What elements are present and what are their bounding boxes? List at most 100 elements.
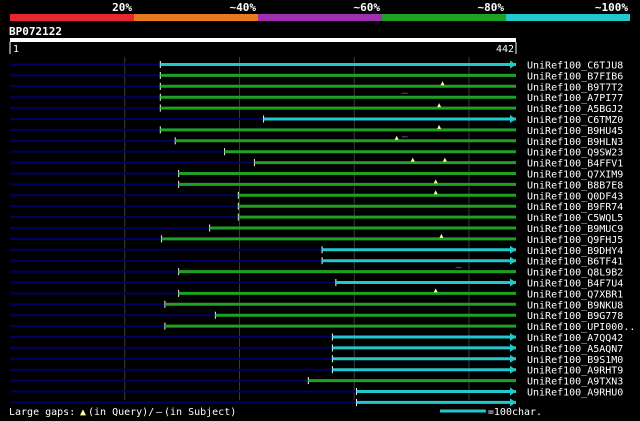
- hit-label[interactable]: UniRef100_A9TXN3: [527, 377, 623, 388]
- hit-label[interactable]: UniRef100_B9S1M0: [527, 355, 623, 366]
- hit-label[interactable]: UniRef100_Q7XIM9: [527, 170, 623, 181]
- hit-label[interactable]: UniRef100_Q9FHJ5: [527, 235, 623, 246]
- hit-arrow: [510, 278, 516, 287]
- hit-arrow: [510, 60, 516, 69]
- hit-arrow: [510, 343, 516, 352]
- hit-row[interactable]: UniRef100_A5AQN7: [10, 343, 623, 355]
- hit-label[interactable]: UniRef100_Q8L9B2: [527, 268, 623, 279]
- legend-label-2: ~60%: [354, 1, 381, 14]
- subject-gap-legend-icon: –: [156, 407, 163, 418]
- hit-label[interactable]: UniRef100_B7FIB6: [527, 71, 623, 82]
- query-end-label: 442: [496, 44, 514, 55]
- hit-label[interactable]: UniRef100_C6TJU8: [527, 61, 623, 72]
- hit-row[interactable]: UniRef100_A7PI77: [10, 92, 623, 104]
- query-gap-marker: [439, 233, 444, 238]
- hit-label[interactable]: UniRef100_B9G778: [527, 311, 623, 322]
- legend-color-1: [134, 14, 258, 21]
- hit-row[interactable]: UniRef100_Q8L9B2: [10, 267, 623, 279]
- hit-label[interactable]: UniRef100_A5BGJ2: [527, 104, 623, 115]
- hit-row[interactable]: UniRef100_A9RHT9: [10, 365, 623, 377]
- hit-row[interactable]: UniRef100_B9T7T2: [10, 81, 623, 93]
- hit-row[interactable]: UniRef100_UPI000..: [10, 322, 635, 333]
- hit-arrow: [510, 398, 516, 407]
- hit-row[interactable]: UniRef100_B9FR74: [10, 202, 623, 213]
- query-ruler: 1 442: [9, 38, 517, 55]
- hit-row[interactable]: UniRef100_C5WQL5: [10, 213, 623, 224]
- identity-color-legend: 20% ~40% ~60% ~80% ~100%: [10, 1, 630, 21]
- subject-gap-legend-text: (in Subject): [164, 407, 236, 418]
- legend-color-4: [506, 14, 630, 21]
- hit-row[interactable]: UniRef100_B9S1M0: [10, 354, 623, 366]
- hit-row[interactable]: UniRef100_C6TMZ0: [10, 115, 623, 126]
- hit-label[interactable]: UniRef100_A7QQ42: [527, 333, 623, 344]
- query-gap-legend-text: (in Query)/: [88, 407, 154, 418]
- query-gap-marker: [394, 135, 399, 140]
- hit-label[interactable]: UniRef100_B4FFV1: [527, 159, 623, 170]
- hit-label[interactable]: UniRef100_B9DHY4: [527, 246, 623, 257]
- hit-label[interactable]: UniRef100_Q7XBR1: [527, 289, 623, 300]
- hit-row[interactable]: UniRef100_B9G778: [10, 311, 623, 322]
- hit-row[interactable]: UniRef100_A7QQ42: [10, 333, 623, 344]
- hit-arrow: [510, 333, 516, 341]
- query-gap-marker: [410, 157, 415, 162]
- hit-row[interactable]: UniRef100_B4F7U4: [10, 278, 623, 290]
- legend-color-2: [258, 14, 382, 21]
- hit-row[interactable]: UniRef100_B4FFV1: [10, 157, 623, 170]
- hit-label[interactable]: UniRef100_A9RHT9: [527, 366, 623, 377]
- hit-row[interactable]: UniRef100_B9NKU8: [10, 300, 623, 311]
- hit-row[interactable]: UniRef100_A9RHU0: [10, 387, 623, 399]
- hit-label[interactable]: UniRef100_A5AQN7: [527, 344, 623, 355]
- legend-label-0: 20%: [112, 1, 132, 14]
- query-bar: [10, 38, 516, 42]
- query-gap-marker: [437, 124, 442, 129]
- legend-label-3: ~80%: [478, 1, 505, 14]
- hit-label[interactable]: UniRef100_UPI000..: [527, 322, 635, 333]
- hit-row[interactable]: UniRef100_B7FIB6: [10, 71, 623, 82]
- hit-arrow: [510, 245, 516, 254]
- hit-row[interactable]: [10, 398, 516, 407]
- hit-row[interactable]: UniRef100_B9MUC9: [10, 224, 623, 235]
- hit-label[interactable]: UniRef100_B6TF41: [527, 257, 623, 268]
- legend-color-0: [10, 14, 134, 21]
- hit-label[interactable]: UniRef100_B9FR74: [527, 202, 623, 213]
- hit-row[interactable]: UniRef100_Q7XBR1: [10, 288, 623, 300]
- hit-arrow: [510, 387, 516, 396]
- hit-row[interactable]: UniRef100_B8B7E8: [10, 179, 623, 191]
- hit-arrow: [510, 365, 516, 374]
- legend-label-4: ~100%: [595, 1, 628, 14]
- query-start-label: 1: [13, 44, 19, 55]
- hit-row[interactable]: UniRef100_B9HU45: [10, 124, 623, 137]
- hit-label[interactable]: UniRef100_B9T7T2: [527, 82, 623, 93]
- hit-label[interactable]: UniRef100_B4F7U4: [527, 279, 623, 290]
- hit-label[interactable]: UniRef100_B9MUC9: [527, 224, 623, 235]
- hit-arrow: [510, 115, 516, 123]
- hit-row[interactable]: UniRef100_Q9FHJ5: [10, 233, 623, 246]
- hit-row[interactable]: UniRef100_B6TF41: [10, 256, 623, 268]
- query-gap-marker: [442, 157, 447, 162]
- hit-row[interactable]: UniRef100_B9DHY4: [10, 245, 623, 257]
- hit-label[interactable]: UniRef100_B8B7E8: [527, 180, 623, 191]
- hit-row[interactable]: UniRef100_C6TJU8: [10, 60, 623, 72]
- hit-label[interactable]: UniRef100_A7PI77: [527, 93, 623, 104]
- hit-row[interactable]: UniRef100_A5BGJ2: [10, 103, 623, 115]
- hit-row[interactable]: UniRef100_Q7XIM9: [10, 170, 623, 181]
- hit-label[interactable]: UniRef100_C5WQL5: [527, 213, 623, 224]
- hit-label[interactable]: UniRef100_A9RHU0: [527, 388, 623, 399]
- hit-label[interactable]: UniRef100_B9HLN3: [527, 137, 623, 148]
- hit-label[interactable]: UniRef100_Q9SW23: [527, 148, 623, 159]
- hit-row[interactable]: UniRef100_Q0DF43: [10, 190, 623, 202]
- hit-label[interactable]: UniRef100_Q0DF43: [527, 191, 623, 202]
- query-name: BP072122: [9, 25, 62, 38]
- hit-row[interactable]: UniRef100_B9HLN3: [10, 135, 623, 148]
- query-gap-marker: [433, 179, 438, 184]
- hit-label[interactable]: UniRef100_B9NKU8: [527, 300, 623, 311]
- hit-row[interactable]: UniRef100_A9TXN3: [10, 377, 623, 388]
- hit-label[interactable]: UniRef100_C6TMZ0: [527, 115, 623, 126]
- hit-label[interactable]: UniRef100_B9HU45: [527, 126, 623, 137]
- query-gap-marker: [433, 288, 438, 293]
- footer-legend: Large gaps: ▲ (in Query)/– (in Subject) =100…: [9, 407, 542, 418]
- query-gap-legend-icon: ▲: [80, 407, 86, 418]
- hit-arrow: [510, 354, 516, 363]
- hit-row[interactable]: UniRef100_Q9SW23: [10, 148, 623, 159]
